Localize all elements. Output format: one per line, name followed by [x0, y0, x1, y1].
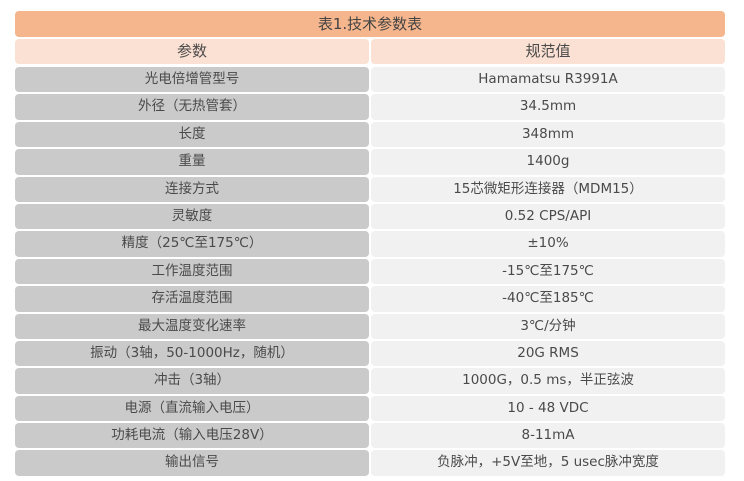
- param-cell: 最大温度变化速率: [15, 313, 369, 339]
- table-row: 重量 1400g: [15, 149, 725, 175]
- value-cell: 34.5mm: [371, 94, 725, 120]
- value-cell: -15℃至175℃: [371, 258, 725, 285]
- param-cell: 灵敏度: [15, 203, 369, 230]
- param-cell: 外径（无热管套）: [15, 94, 369, 120]
- table-row: 最大温度变化速率 3℃/分钟: [15, 313, 725, 339]
- param-cell: 工作温度范围: [15, 258, 369, 285]
- table-row: 功耗电流（输入电压28V） 8-11mA: [15, 423, 725, 449]
- param-cell: 重量: [15, 149, 369, 175]
- value-cell: 348mm: [371, 121, 725, 148]
- param-cell: 振动（3轴，50-1000Hz，随机）: [15, 340, 369, 367]
- table-row: 电源（直流输入电压） 10 - 48 VDC: [15, 395, 725, 422]
- param-cell: 电源（直流输入电压）: [15, 395, 369, 422]
- value-cell: 20G RMS: [371, 340, 725, 367]
- table-row: 连接方式 15芯微矩形连接器（MDM15）: [15, 176, 725, 202]
- table-row: 输出信号 负脉冲，+5V至地，5 usec脉冲宽度: [15, 450, 725, 476]
- table-body: 光电倍增管型号 Hamamatsu R3991A 外径（无热管套） 34.5mm 长度 3…: [15, 67, 725, 476]
- value-cell: 负脉冲，+5V至地，5 usec脉冲宽度: [371, 450, 725, 476]
- spec-table: 表1.技术参数表 参数 规范值 光电倍增管型号 Hamamatsu R3991A 外…: [15, 11, 725, 478]
- table-row: 存活温度范围 -40℃至185℃: [15, 286, 725, 312]
- table-row: 光电倍增管型号 Hamamatsu R3991A: [15, 67, 725, 93]
- param-cell: 功耗电流（输入电压28V）: [15, 423, 369, 449]
- value-cell: Hamamatsu R3991A: [371, 67, 725, 93]
- value-cell: -40℃至185℃: [371, 286, 725, 312]
- table-title: 表1.技术参数表: [15, 11, 725, 37]
- value-cell: 1000G，0.5 ms，半正弦波: [371, 368, 725, 394]
- value-cell: 15芯微矩形连接器（MDM15）: [371, 176, 725, 202]
- param-cell: 冲击（3轴）: [15, 368, 369, 394]
- param-cell: 连接方式: [15, 176, 369, 202]
- value-cell: 3℃/分钟: [371, 313, 725, 339]
- value-cell: 8-11mA: [371, 423, 725, 449]
- table-row: 振动（3轴，50-1000Hz，随机） 20G RMS: [15, 340, 725, 367]
- table-row: 冲击（3轴） 1000G，0.5 ms，半正弦波: [15, 368, 725, 394]
- table-row: 灵敏度 0.52 CPS/API: [15, 203, 725, 230]
- table-header-row: 参数 规范值: [15, 39, 725, 64]
- value-cell: 1400g: [371, 149, 725, 175]
- value-cell: 0.52 CPS/API: [371, 203, 725, 230]
- value-cell: ±10%: [371, 231, 725, 257]
- param-cell: 长度: [15, 121, 369, 148]
- param-cell: 精度（25℃至175℃）: [15, 231, 369, 257]
- header-value: 规范值: [371, 39, 725, 64]
- table-row: 长度 348mm: [15, 121, 725, 148]
- param-cell: 输出信号: [15, 450, 369, 476]
- table-row: 外径（无热管套） 34.5mm: [15, 94, 725, 120]
- table-row: 工作温度范围 -15℃至175℃: [15, 258, 725, 285]
- table-row: 精度（25℃至175℃） ±10%: [15, 231, 725, 257]
- param-cell: 存活温度范围: [15, 286, 369, 312]
- value-cell: 10 - 48 VDC: [371, 395, 725, 422]
- header-param: 参数: [15, 39, 369, 64]
- param-cell: 光电倍增管型号: [15, 67, 369, 93]
